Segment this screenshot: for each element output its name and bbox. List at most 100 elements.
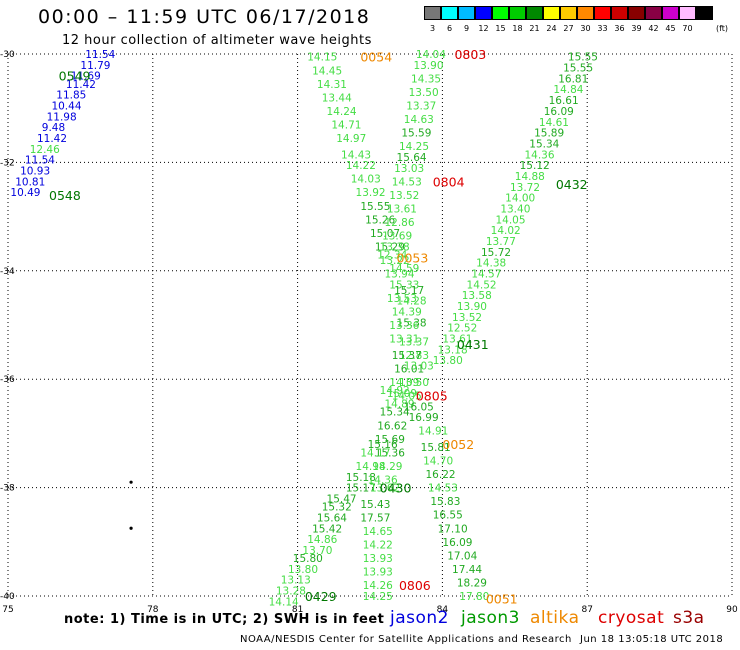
pass-time-label: 0804 [433, 174, 465, 189]
wave-height-value: 15.47 [327, 493, 357, 505]
wave-height-value: 15.59 [401, 128, 431, 140]
wave-height-value: 13.93 [363, 553, 393, 565]
x-tick-label: 87 [581, 605, 592, 615]
wave-height-value: 14.02 [491, 225, 521, 237]
wave-height-value: 14.38 [476, 258, 506, 270]
color-scale-cell [526, 6, 543, 20]
color-scale-cell [475, 6, 492, 20]
wave-height-value: 13.36 [389, 320, 419, 332]
wave-height-value: 15.34 [380, 407, 410, 419]
wave-height-value: 15.42 [312, 523, 342, 535]
wave-height-value: 13.58 [462, 290, 492, 302]
pass-time-label: 0805 [416, 388, 448, 403]
wave-height-value: 10.93 [20, 166, 50, 178]
wave-height-value: 15.80 [293, 553, 323, 565]
wave-height-value: 13.13 [281, 575, 311, 587]
wave-height-value: 14.22 [363, 540, 393, 552]
wave-height-value: 14.70 [423, 456, 453, 468]
wave-height-value: 14.29 [372, 461, 402, 473]
pass-time-label: 0052 [442, 437, 474, 452]
wave-height-value: 11.54 [25, 155, 55, 167]
color-scale-label: 30 [580, 24, 591, 33]
wave-height-value: 10.49 [10, 187, 40, 199]
color-scale-label: 36 [614, 24, 625, 33]
y-tick-label: -40 [0, 592, 15, 602]
pass-time-label: 0051 [486, 592, 518, 607]
wave-height-value: 16.09 [544, 106, 574, 118]
wave-height-value: 10.44 [51, 100, 81, 112]
wave-height-value: 14.53 [392, 176, 422, 188]
wave-height-value: 14.17 [360, 447, 390, 459]
wave-height-value: 14.09 [389, 377, 419, 389]
wave-height-value: 14.88 [515, 171, 545, 183]
wave-height-value: 14.97 [336, 133, 366, 145]
x-tick-label: 75 [2, 605, 13, 615]
wave-height-value: 14.14 [269, 596, 299, 608]
wave-height-value: 16.61 [549, 95, 579, 107]
wave-height-value: 15.89 [534, 128, 564, 140]
wave-height-value: 15.17 [394, 285, 424, 297]
wave-height-value: 13.53 [387, 293, 417, 305]
pass-time-label: 0054 [360, 50, 392, 65]
generated-timestamp: Jun 18 13:05:18 UTC 2018 [580, 634, 724, 645]
wave-height-value: 11.69 [71, 71, 101, 83]
wave-height-value: 15.07 [370, 228, 400, 240]
wave-height-value: 13.52 [452, 312, 482, 324]
x-tick-label: 84 [437, 605, 449, 615]
color-scale-cell [424, 6, 441, 20]
wave-height-value: 16.01 [394, 363, 424, 375]
color-scale-cell [662, 6, 679, 20]
wave-height-value: 18.29 [457, 577, 487, 589]
color-scale-label: 42 [648, 24, 659, 33]
wave-height-value: 13.38 [380, 241, 410, 253]
color-scale-cell [679, 6, 696, 20]
chart-subtitle: 12 hour collection of altimeter wave hei… [62, 33, 372, 48]
location-marker [129, 526, 133, 530]
pass-time-label: 0548 [49, 188, 81, 203]
wave-height-value: 14.24 [327, 106, 357, 118]
x-tick-label: 78 [147, 605, 159, 615]
wave-height-value: 11.98 [47, 111, 77, 123]
wave-height-value: 17.04 [447, 550, 477, 562]
wave-height-value: 11.54 [85, 49, 115, 61]
wave-height-value: 13.93 [363, 567, 393, 579]
wave-height-value: 15.38 [397, 317, 427, 329]
wave-height-value: 14.63 [404, 114, 434, 126]
wave-height-value: 16.55 [433, 510, 463, 522]
wave-height-value: 14.36 [368, 474, 398, 486]
wave-height-value: 14.65 [363, 526, 393, 538]
wave-height-value: 13.80 [288, 564, 318, 576]
wave-height-value: 14.89 [384, 399, 414, 411]
wave-height-value: 15.43 [360, 499, 390, 511]
wave-height-value: 16.62 [377, 420, 407, 432]
color-scale-label: 12 [478, 24, 489, 33]
wave-height-value: 13.44 [322, 92, 352, 104]
wave-height-value: 15.72 [481, 247, 511, 259]
pass-time-label: 0430 [380, 481, 412, 496]
pass-time-label: 0432 [556, 177, 588, 192]
y-tick-label: -30 [0, 50, 15, 60]
color-scale-cell [645, 6, 662, 20]
wave-height-value: 14.03 [351, 174, 381, 186]
wave-height-value: 16.05 [404, 401, 434, 413]
wave-height-value: 13.52 [389, 190, 419, 202]
wave-height-value: 9.48 [42, 122, 65, 134]
wave-height-value: 15.36 [375, 447, 405, 459]
color-scale-cell [509, 6, 526, 20]
y-tick-label: -32 [0, 158, 15, 168]
wave-height-value: 14.52 [467, 279, 497, 291]
wave-height-value: 11.85 [56, 90, 86, 102]
wave-height-value: 14.22 [346, 160, 376, 172]
wave-height-value: 14.31 [317, 79, 347, 91]
wave-height-value: 13.37 [399, 336, 429, 348]
wave-height-value: 13.61 [387, 203, 417, 215]
wave-height-value: 13.70 [302, 545, 332, 557]
wave-height-value: 13.61 [442, 334, 472, 346]
wave-height-value: 15.12 [520, 160, 550, 172]
wave-height-value: 10.81 [15, 176, 45, 188]
wave-height-value: 14.36 [524, 149, 554, 161]
wave-height-value: 13.40 [500, 203, 530, 215]
wave-height-value: 14.92 [380, 385, 410, 397]
wave-height-value: 14.05 [392, 390, 422, 402]
wave-height-value: 14.98 [356, 461, 386, 473]
